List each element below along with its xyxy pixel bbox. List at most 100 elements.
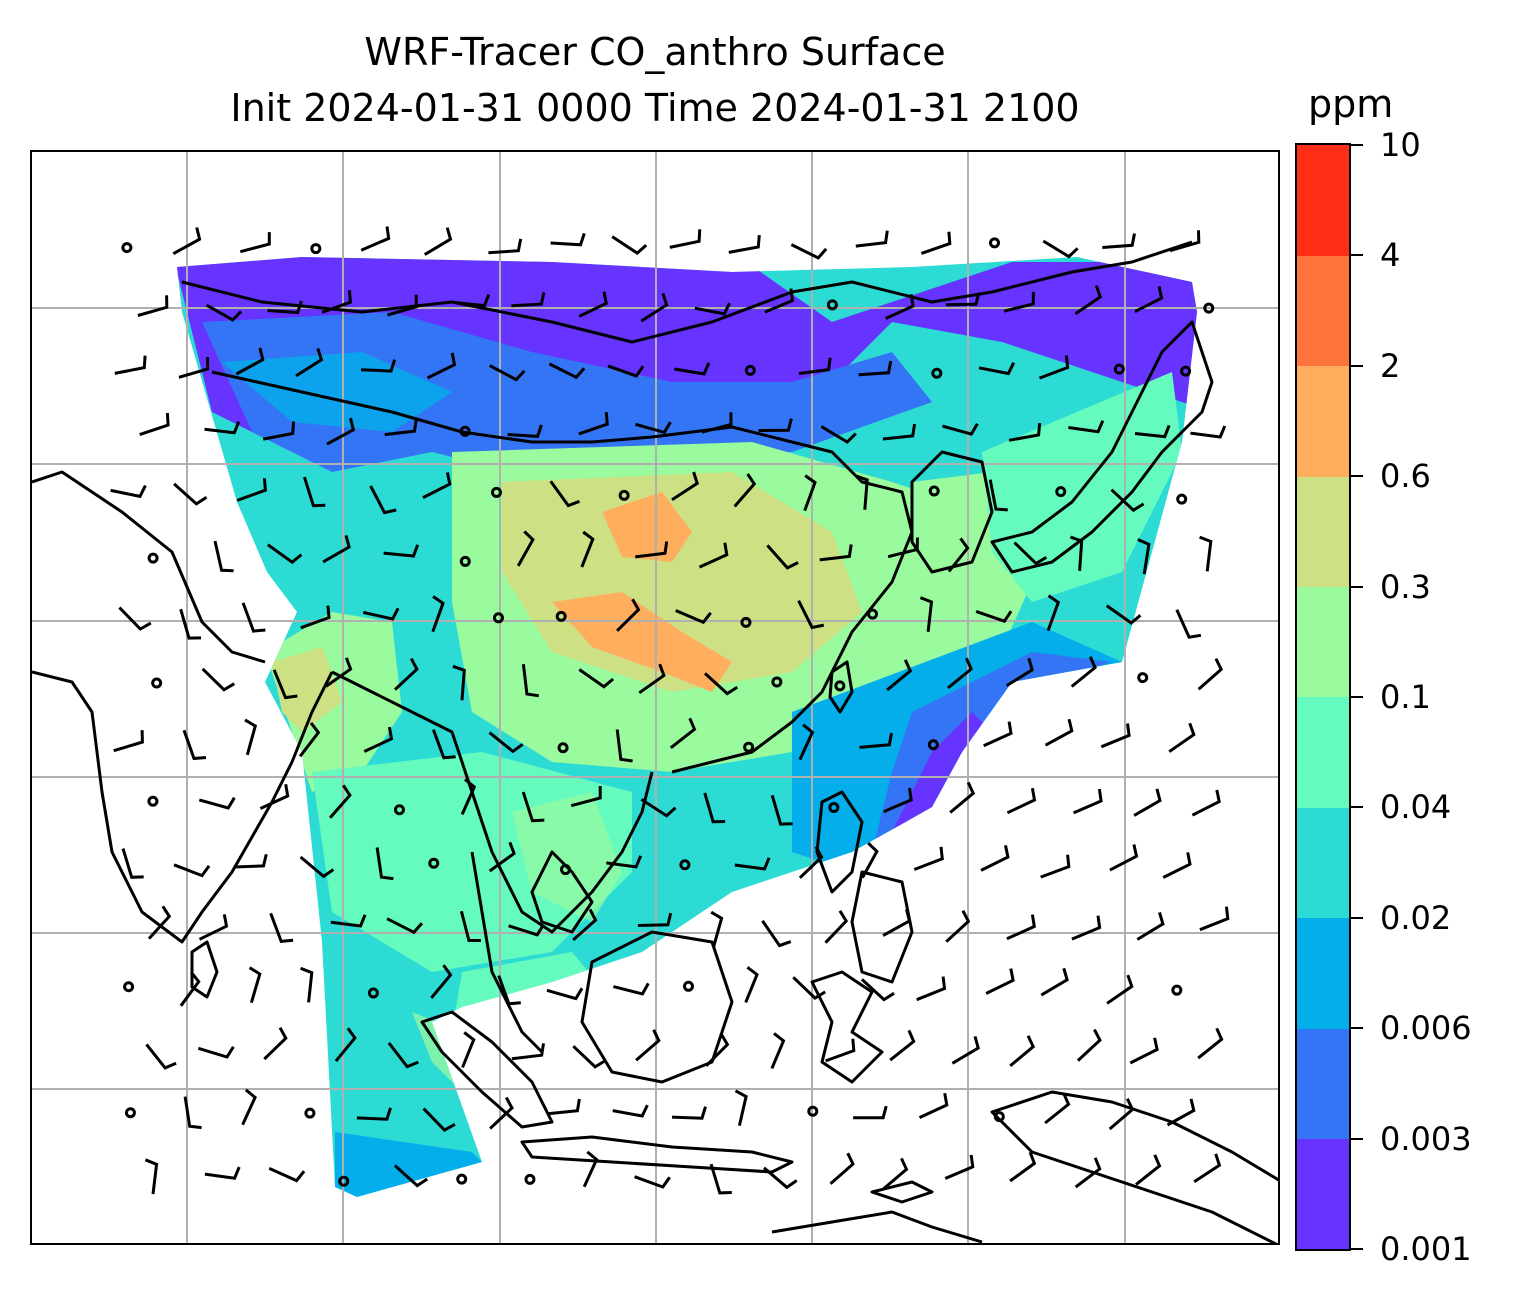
wind-barb <box>728 234 761 254</box>
wind-barb <box>235 347 265 376</box>
calm-wind-marker <box>428 857 440 869</box>
wind-barb <box>820 425 857 444</box>
coastline-gulf-thailand <box>530 850 594 934</box>
wind-barb <box>703 672 739 696</box>
wind-barb <box>1175 609 1202 639</box>
calm-wind-marker <box>304 1107 316 1119</box>
wind-barb <box>460 778 477 816</box>
wind-barb <box>947 537 970 573</box>
calm-wind-marker <box>928 485 940 497</box>
wind-barb <box>205 303 243 322</box>
wind-barb <box>431 595 445 633</box>
calm-wind-marker <box>1055 486 1067 498</box>
calm-wind-marker <box>834 680 846 692</box>
calm-wind-marker <box>989 237 1001 249</box>
wind-barb <box>607 364 645 378</box>
wind-barb <box>611 235 648 255</box>
wind-barb <box>198 796 236 810</box>
wind-barb <box>983 721 1013 748</box>
wind-barb <box>803 474 817 512</box>
wind-barb <box>675 609 712 625</box>
wind-barb <box>507 424 543 438</box>
wind-barb <box>1199 906 1230 932</box>
wind-barb <box>147 905 172 940</box>
calm-wind-marker <box>560 864 572 876</box>
calm-wind-marker <box>338 1175 350 1187</box>
coastlines <box>32 240 1278 1243</box>
wind-barb <box>139 413 170 437</box>
field-east-sea <box>982 372 1182 602</box>
colorbar-tick <box>1351 1137 1363 1140</box>
coastline-india <box>32 670 334 944</box>
wind-barb <box>1199 535 1213 572</box>
wind-barb <box>1169 230 1201 253</box>
wind-barb <box>548 362 586 380</box>
wind-barb <box>913 846 944 871</box>
colorbar-tick <box>1351 696 1363 698</box>
calm-wind-marker <box>147 795 159 807</box>
wind-barb <box>488 731 524 754</box>
calm-wind-marker <box>123 981 135 993</box>
wind-barb <box>733 473 757 508</box>
wind-barb <box>1074 1157 1102 1189</box>
wind-barb <box>613 982 650 996</box>
calm-wind-marker <box>927 739 939 751</box>
calm-wind-marker <box>682 980 694 992</box>
wind-barb <box>825 1038 856 1063</box>
wind-barb <box>325 657 353 688</box>
wind-barb <box>302 476 326 508</box>
wind-barb <box>326 417 356 446</box>
coastline-australia-north <box>771 1210 983 1243</box>
colorbar-tick-label: 0.6 <box>1380 457 1431 496</box>
wind-barb <box>266 543 303 565</box>
wind-barb <box>546 987 584 1001</box>
wind-barb <box>1110 488 1145 513</box>
wind-barb <box>635 421 672 435</box>
wind-barb <box>272 669 298 700</box>
colorbar-tick-label: 0.006 <box>1380 1009 1472 1048</box>
coastline-korea <box>910 450 994 574</box>
wind-barb <box>1044 1092 1071 1125</box>
colorbar-tick-label: 4 <box>1380 236 1401 275</box>
wind-barb <box>578 412 609 436</box>
wind-barb <box>1162 852 1192 879</box>
wind-barb <box>1044 718 1074 747</box>
colorbar-band <box>1297 1138 1349 1250</box>
coastline-timor <box>870 1180 934 1204</box>
wind-barb <box>944 1154 975 1180</box>
wind-barb <box>860 978 895 1002</box>
field-india-hot <box>272 647 342 732</box>
wind-barb <box>179 608 202 640</box>
wind-barb <box>612 1104 649 1118</box>
wind-barb <box>945 910 971 943</box>
wind-barb <box>422 472 452 499</box>
coastline-philippines-south <box>850 870 914 984</box>
wind-barb <box>770 1032 786 1069</box>
wind-barb <box>1003 291 1035 313</box>
wind-barb <box>461 1031 476 1069</box>
wind-barb <box>975 609 1013 623</box>
wind-barb <box>178 356 210 379</box>
wind-barb <box>1106 974 1134 1005</box>
wind-barb <box>951 1036 980 1065</box>
calm-wind-marker <box>492 612 504 624</box>
wind-barb <box>797 600 825 630</box>
wind-barb <box>299 855 335 879</box>
wind-barb <box>1074 285 1103 316</box>
wind-barb <box>637 912 673 927</box>
wind-barb <box>919 596 934 632</box>
wind-barb <box>430 964 453 999</box>
wind-barb <box>949 781 976 814</box>
coastline-indochina <box>331 670 654 934</box>
wind-barb <box>635 541 669 559</box>
wind-barb <box>761 919 792 948</box>
wind-barb <box>386 917 424 935</box>
wind-barb <box>454 293 491 308</box>
coastline-malay-peninsula <box>470 851 544 1054</box>
wind-barb <box>426 352 457 380</box>
wind-barb <box>882 1157 909 1190</box>
wind-barb <box>640 292 669 323</box>
border-himalaya-north <box>181 240 1193 344</box>
wind-barb <box>1193 1153 1222 1183</box>
wind-barb <box>766 544 799 570</box>
